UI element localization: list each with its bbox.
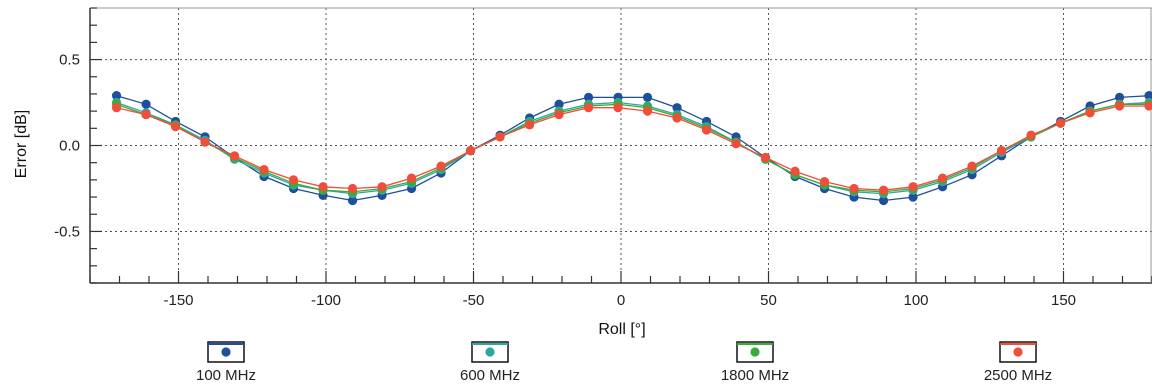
x-tick-label: 50: [760, 292, 777, 309]
legend-swatch-marker: [221, 347, 231, 357]
legend-swatch-marker: [750, 347, 760, 357]
legend-item: 100 MHz: [196, 341, 256, 384]
data-point: [937, 173, 948, 183]
data-point: [967, 161, 977, 171]
series-line: [116, 95, 1150, 202]
data-point: [642, 106, 653, 116]
x-tick-label: 150: [1051, 292, 1076, 309]
data-point: [259, 164, 269, 175]
y-tick-label: -0.5: [54, 223, 80, 240]
data-point: [170, 121, 181, 132]
data-point: [200, 137, 210, 147]
series-line: [116, 101, 1150, 195]
x-tick-label: -150: [163, 292, 193, 309]
data-point: [524, 120, 535, 130]
series-600-mhz: [111, 97, 1152, 199]
data-point: [347, 183, 358, 194]
data-point: [1085, 108, 1095, 118]
data-point: [701, 125, 712, 135]
data-point: [613, 103, 623, 113]
legend-swatch-marker: [485, 347, 495, 357]
data-point: [1144, 101, 1152, 111]
legend-item: 2500 MHz: [984, 341, 1052, 384]
data-point: [554, 99, 564, 109]
data-point: [672, 113, 682, 123]
x-tick-label: -100: [311, 292, 341, 309]
series-group: [111, 91, 1152, 206]
data-point: [908, 192, 918, 202]
series-2500-mhz: [111, 101, 1152, 195]
data-point: [377, 182, 387, 192]
legend-item: 1800 MHz: [721, 341, 789, 384]
legend-label: 600 MHz: [460, 367, 520, 384]
data-point: [406, 173, 417, 183]
data-point: [878, 195, 889, 206]
data-point: [819, 176, 830, 187]
data-point: [996, 146, 1007, 156]
data-point: [141, 99, 151, 109]
y-tick-label: 0.5: [59, 52, 80, 69]
data-point: [583, 92, 594, 102]
data-point: [111, 103, 122, 113]
data-point: [347, 195, 358, 206]
data-point: [495, 132, 505, 142]
data-point: [849, 183, 859, 194]
data-point: [111, 91, 122, 101]
series-line: [116, 103, 1149, 193]
x-tick-label: -50: [463, 292, 485, 309]
legend: 100 MHz 600 MHz 1800 MHz 2500 MHz: [196, 341, 1052, 384]
data-point: [1026, 130, 1036, 140]
data-point: [288, 175, 299, 185]
data-point: [554, 109, 564, 120]
data-point: [229, 151, 240, 161]
data-point: [878, 185, 889, 195]
data-point: [436, 161, 446, 171]
data-point: [790, 166, 800, 176]
x-tick-label: 0: [617, 292, 625, 309]
series-100-mhz: [111, 91, 1152, 206]
x-tick-label: 100: [903, 292, 928, 309]
legend-label: 2500 MHz: [984, 367, 1052, 384]
data-point: [672, 103, 682, 113]
legend-label: 1800 MHz: [721, 367, 789, 384]
data-point: [1144, 91, 1152, 101]
x-axis-title: Roll [°]: [598, 321, 645, 338]
data-point: [1114, 92, 1125, 102]
data-point: [731, 139, 741, 149]
y-axis-title: Error [dB]: [13, 110, 30, 178]
data-point: [1055, 118, 1066, 128]
series-1800-mhz: [111, 99, 1152, 197]
data-point: [642, 92, 653, 102]
tick-labels: -150 -100 -50 0 50 100 150 -0.5 0.0 0.5: [54, 52, 1076, 309]
legend-label: 100 MHz: [196, 367, 256, 384]
data-point: [908, 182, 918, 192]
data-point: [760, 152, 771, 163]
data-point: [1114, 101, 1125, 111]
data-point: [465, 146, 476, 156]
grid: [90, 8, 1152, 283]
y-tick-label: 0.0: [59, 138, 80, 155]
legend-swatch-marker: [1013, 347, 1023, 357]
series-line: [116, 105, 1149, 191]
data-point: [318, 182, 328, 192]
data-point: [141, 109, 151, 120]
data-point: [583, 103, 594, 113]
legend-item: 600 MHz: [460, 341, 520, 384]
axes: [89, 7, 1152, 284]
